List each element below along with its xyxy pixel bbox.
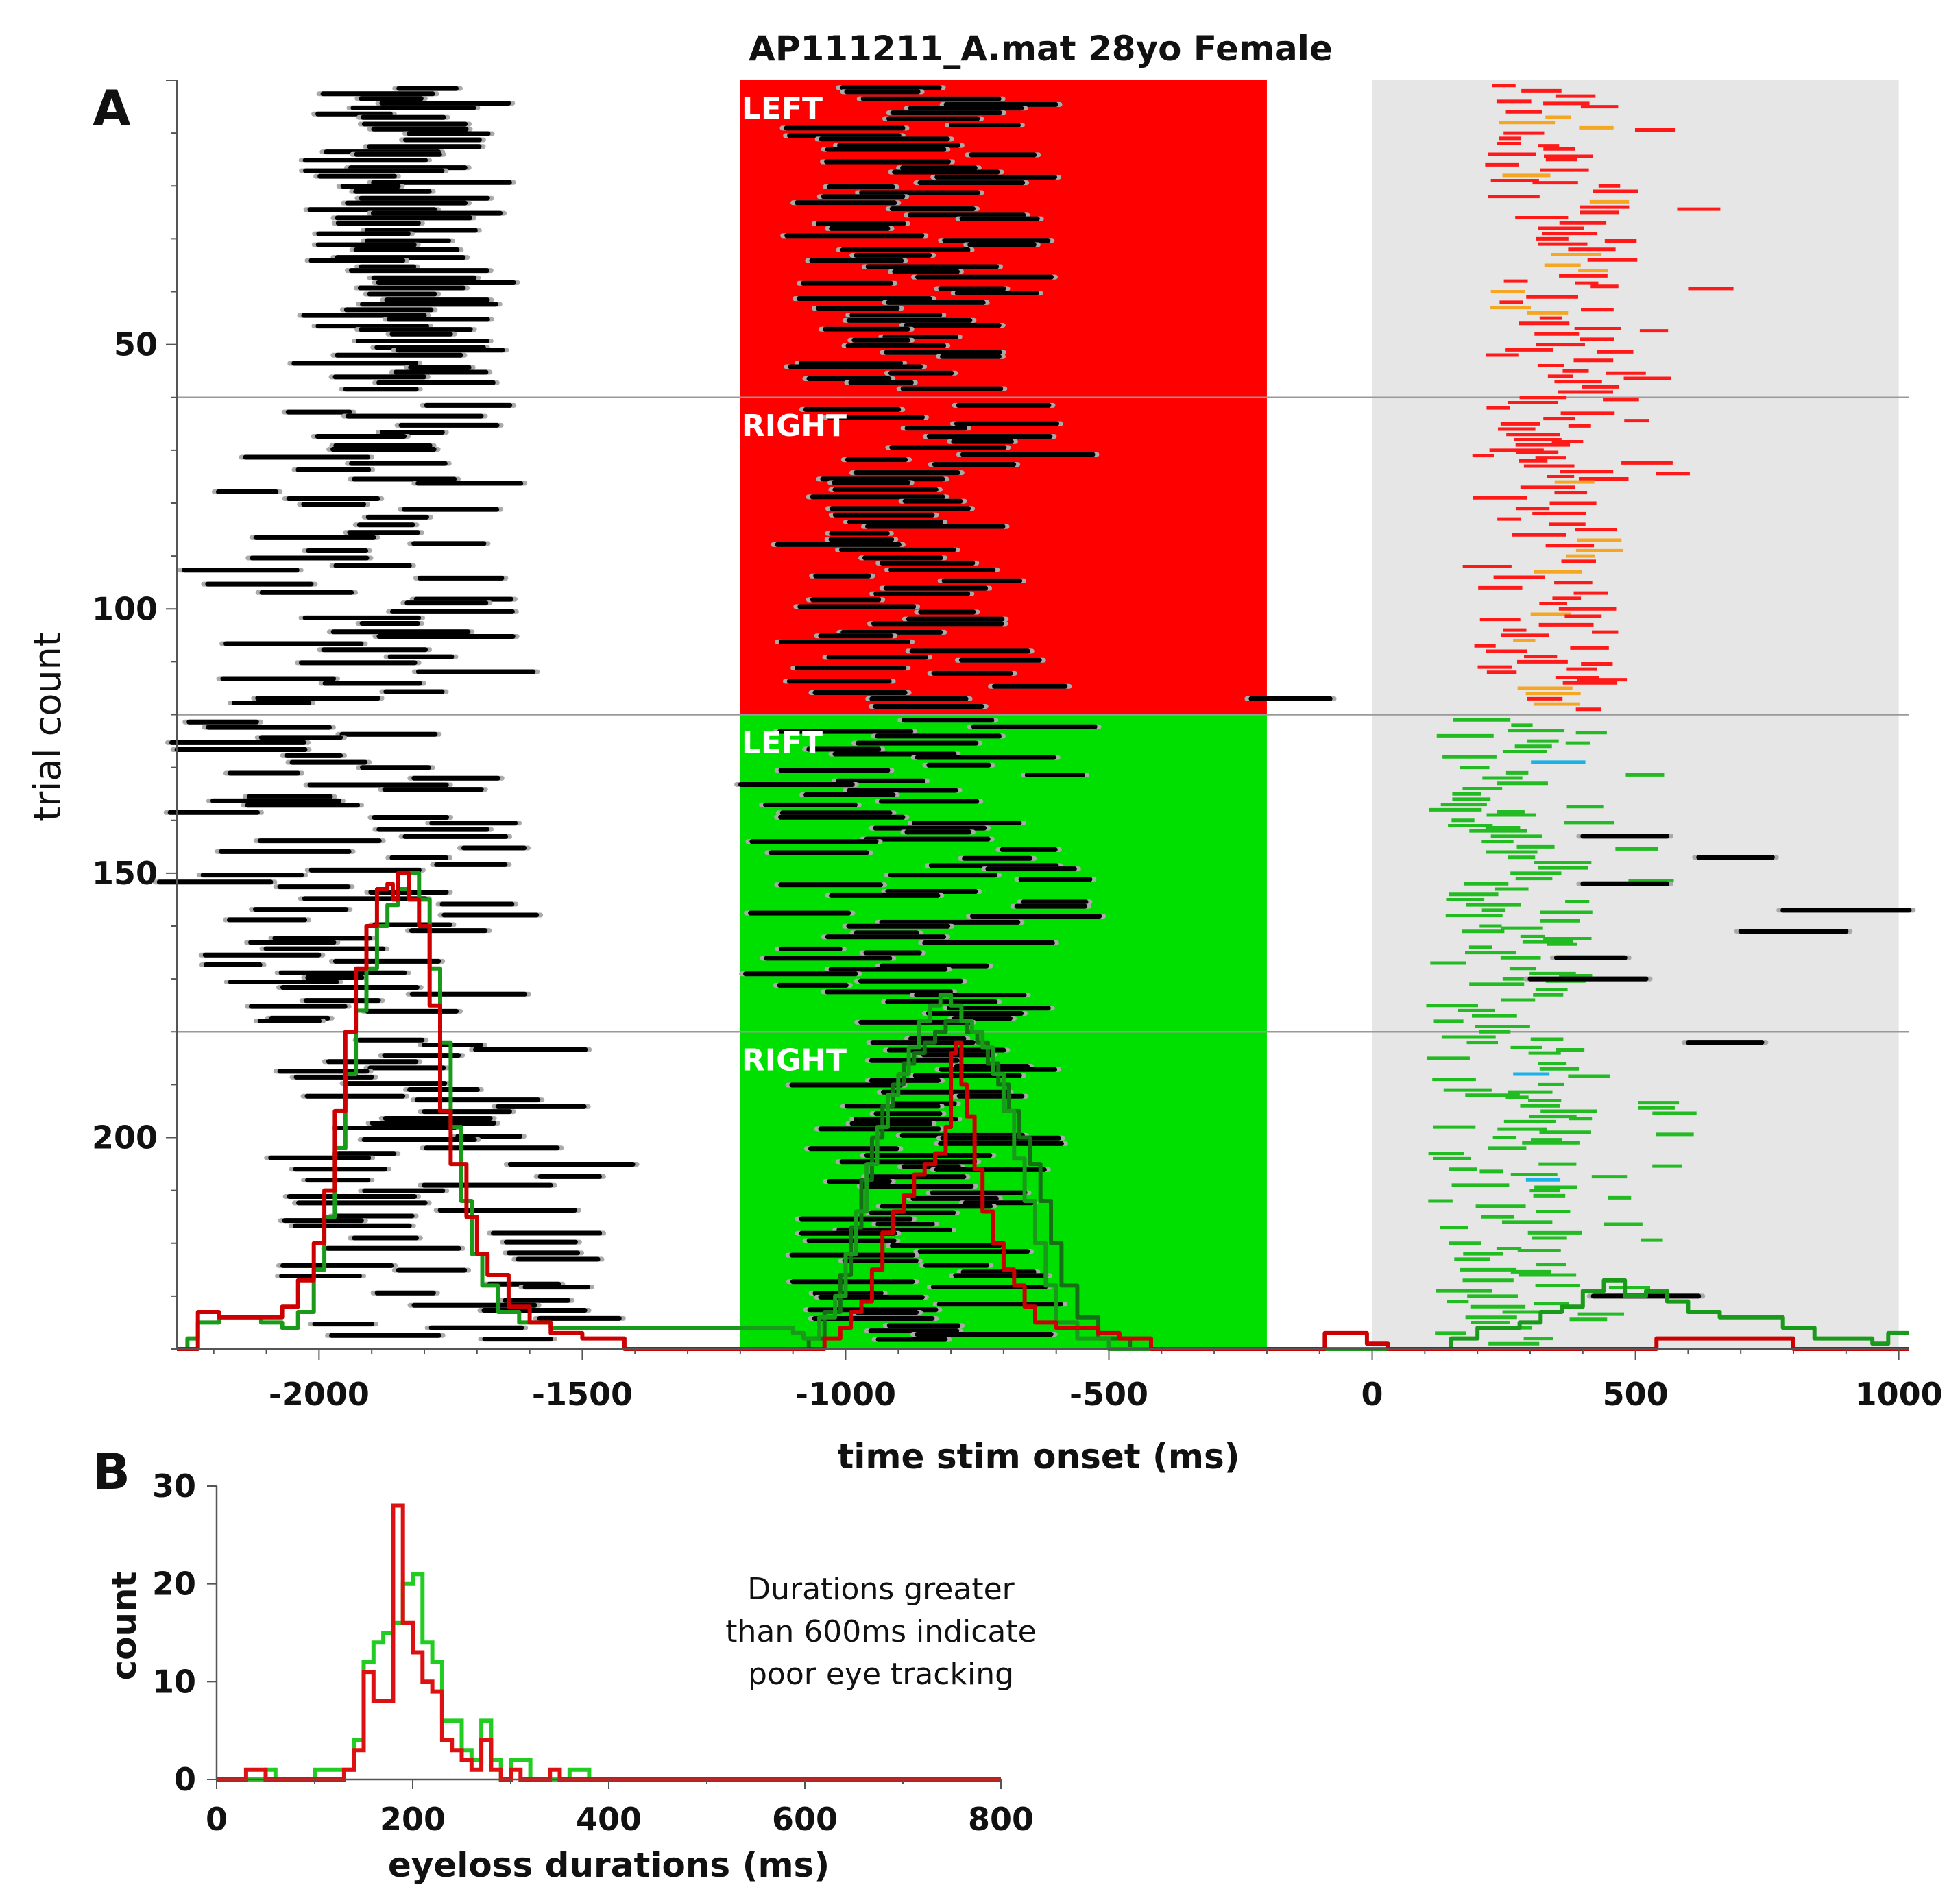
annotation-line-1: Durations greater <box>747 1572 1015 1607</box>
hist-x-tick-label: 200 <box>380 1801 446 1838</box>
panel-a: AP111211_A.mat 28yo Female A LEFTRIGHTLE… <box>26 29 1943 1476</box>
density-curve-red <box>177 871 1909 1351</box>
block-label-4: RIGHT <box>742 1043 847 1078</box>
panel-letter-a: A <box>93 80 131 137</box>
panel-letter-b: B <box>93 1443 130 1500</box>
hist-y-tick-label: 0 <box>174 1761 196 1798</box>
hist-x-tick-label: 0 <box>206 1801 228 1838</box>
density-curves <box>177 871 1909 1351</box>
annotation-line-2: than 600ms indicate <box>725 1614 1036 1649</box>
x-tick-label: -500 <box>1069 1376 1148 1413</box>
y-tick-label: 50 <box>114 326 158 363</box>
y-tick-label: 200 <box>92 1119 158 1156</box>
stim-window-block-3 <box>740 714 1267 1032</box>
x-tick-label: -1000 <box>795 1376 896 1413</box>
hist-y-tick-label: 20 <box>152 1566 196 1603</box>
x-tick-label: 500 <box>1603 1376 1669 1413</box>
x-tick-label: -2000 <box>269 1376 370 1413</box>
density-curve-green <box>177 871 1909 1351</box>
chart-title: AP111211_A.mat 28yo Female <box>749 29 1333 69</box>
hist-y-tick-label: 10 <box>152 1663 196 1700</box>
y-tick-label: 100 <box>92 590 158 627</box>
eyeloss-raster <box>152 84 1916 1346</box>
panel-a-axes: 50 100 150 200 -2000 -1500 -1000 -500 0 500 1000 <box>92 80 1943 1413</box>
hist-y-axis-label: count <box>104 1571 144 1680</box>
annotation-line-3: poor eye tracking <box>748 1657 1014 1692</box>
hist-y-tick-label: 30 <box>152 1468 196 1505</box>
block-label-3: LEFT <box>742 726 823 761</box>
x-tick-label: 0 <box>1362 1376 1383 1413</box>
hist-x-tick-label: 800 <box>968 1801 1034 1838</box>
hist-x-tick-label: 400 <box>576 1801 642 1838</box>
block-label-2: RIGHT <box>742 409 847 443</box>
y-axis-label: trial count <box>26 632 69 821</box>
panel-b-axes: 0 10 20 30 0 200 400 600 800 <box>152 1468 1034 1838</box>
y-tick-label: 150 <box>92 855 158 892</box>
x-tick-label: 1000 <box>1855 1376 1943 1413</box>
block-labels: LEFT RIGHT LEFT RIGHT <box>742 91 847 1078</box>
panel-b: B 0 10 20 30 0 200 400 600 800 count eyeloss dur… <box>93 1443 1037 1885</box>
block-label-1: LEFT <box>742 91 823 126</box>
x-tick-label: -1500 <box>532 1376 633 1413</box>
block-separators <box>177 396 1909 1033</box>
density-curve-darkgreen <box>793 1019 1133 1351</box>
hist-x-axis-label: eyeloss durations (ms) <box>388 1845 830 1885</box>
x-axis-label: time stim onset (ms) <box>837 1437 1239 1476</box>
hist-x-tick-label: 600 <box>772 1801 838 1838</box>
